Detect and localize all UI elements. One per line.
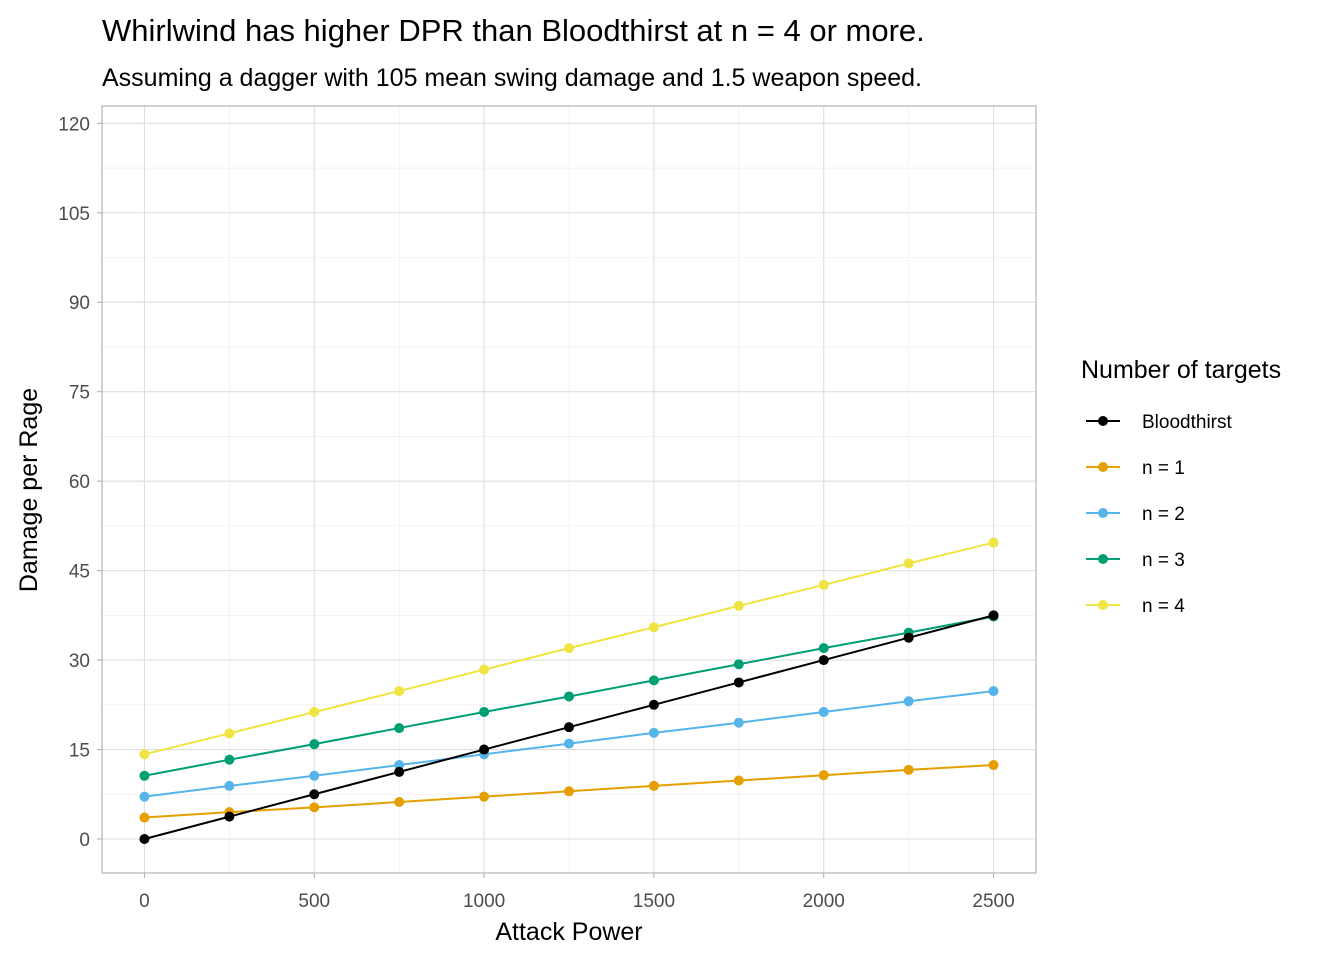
legend-item-n-1: n = 1 (1086, 458, 1185, 479)
data-point (903, 558, 914, 569)
data-point (224, 754, 235, 765)
data-point (648, 780, 659, 791)
data-point (648, 675, 659, 686)
data-point (564, 643, 574, 654)
data-point (139, 749, 150, 760)
x-tick-label: 0 (139, 891, 150, 912)
data-point (903, 764, 914, 775)
data-point (139, 770, 150, 781)
data-point (988, 686, 999, 697)
y-axis-title: Damage per Rage (15, 388, 43, 592)
plot-panel-border (101, 105, 1037, 874)
legend-item-n-2: n = 2 (1086, 504, 1185, 525)
legend-items: Bloodthirst n = 1 n = 2 n = 3 n = 4 (1086, 412, 1232, 617)
data-point (564, 786, 574, 797)
data-point (394, 766, 405, 777)
data-point (818, 655, 829, 666)
x-tick-label: 2500 (972, 891, 1014, 912)
data-point (818, 706, 829, 717)
chart-title: Whirlwind has higher DPR than Bloodthirs… (102, 13, 925, 48)
y-tick-label: 30 (69, 651, 90, 672)
series-n-1 (139, 760, 999, 823)
data-point (479, 706, 490, 717)
series-n-4 (139, 537, 999, 760)
data-point (648, 727, 659, 738)
data-point (139, 812, 150, 823)
data-point (224, 811, 235, 822)
legend-key-point (1098, 600, 1108, 610)
legend-label: n = 2 (1142, 504, 1185, 525)
data-point (564, 738, 574, 749)
data-point (733, 659, 744, 670)
data-point (309, 802, 320, 813)
data-point (479, 664, 490, 675)
data-point (224, 780, 235, 791)
data-point (309, 789, 320, 800)
legend-key-point (1098, 462, 1108, 472)
x-axis-title: Attack Power (495, 918, 642, 946)
data-point (394, 797, 405, 808)
legend-key-point (1098, 554, 1108, 564)
legend-item-bloodthirst: Bloodthirst (1086, 412, 1232, 433)
x-tick-label: 1000 (463, 891, 505, 912)
axes: 0 15 30 45 60 75 90 105 120 0 500 1000 1500 2000 2500 (58, 114, 1014, 912)
plot-grid (102, 106, 1036, 873)
legend-key-point (1098, 508, 1108, 518)
x-tick-label: 500 (298, 891, 330, 912)
legend-key-point (1098, 416, 1108, 426)
legend-item-n-4: n = 4 (1086, 596, 1185, 617)
y-tick-label: 15 (69, 741, 90, 762)
y-tick-label: 0 (79, 830, 90, 851)
data-point (394, 686, 405, 697)
data-point (394, 760, 405, 771)
data-point (988, 610, 999, 621)
data-point (903, 696, 914, 707)
series-bloodthirst (139, 610, 999, 845)
data-point (988, 760, 999, 771)
data-point (309, 706, 320, 717)
legend: Number of targets Bloodthirst n = 1 n = 2 n… (1081, 356, 1281, 617)
x-tick-label: 1500 (633, 891, 675, 912)
data-point (648, 699, 659, 710)
data-point (818, 579, 829, 590)
chart-subtitle: Assuming a dagger with 105 mean swing da… (102, 64, 922, 92)
y-tick-label: 90 (69, 293, 90, 314)
data-point (818, 770, 829, 781)
data-point (733, 717, 744, 728)
series-n-2 (139, 686, 999, 802)
data-point (139, 834, 150, 845)
legend-label: n = 3 (1142, 550, 1185, 571)
legend-item-n-3: n = 3 (1086, 550, 1185, 571)
legend-label: n = 1 (1142, 458, 1185, 479)
y-tick-label: 45 (69, 562, 90, 583)
data-point (224, 728, 235, 739)
data-point (564, 691, 574, 702)
y-tick-label: 105 (58, 204, 90, 225)
data-point (309, 770, 320, 781)
y-tick-label: 60 (69, 472, 90, 493)
data-point (479, 744, 490, 755)
data-point (733, 600, 744, 611)
x-tick-label: 2000 (803, 891, 845, 912)
data-point (818, 643, 829, 654)
legend-title: Number of targets (1081, 356, 1281, 384)
data-point (988, 537, 999, 548)
data-point (733, 775, 744, 786)
data-point (903, 632, 914, 643)
series-layer (139, 537, 999, 845)
data-point (139, 791, 150, 802)
data-point (479, 791, 490, 802)
y-tick-label: 120 (58, 114, 90, 135)
data-point (564, 722, 574, 733)
data-point (309, 739, 320, 750)
y-tick-label: 75 (69, 383, 90, 404)
data-point (394, 723, 405, 734)
data-point (733, 677, 744, 688)
legend-label: n = 4 (1142, 596, 1185, 617)
data-point (648, 622, 659, 633)
legend-label: Bloodthirst (1142, 412, 1232, 433)
